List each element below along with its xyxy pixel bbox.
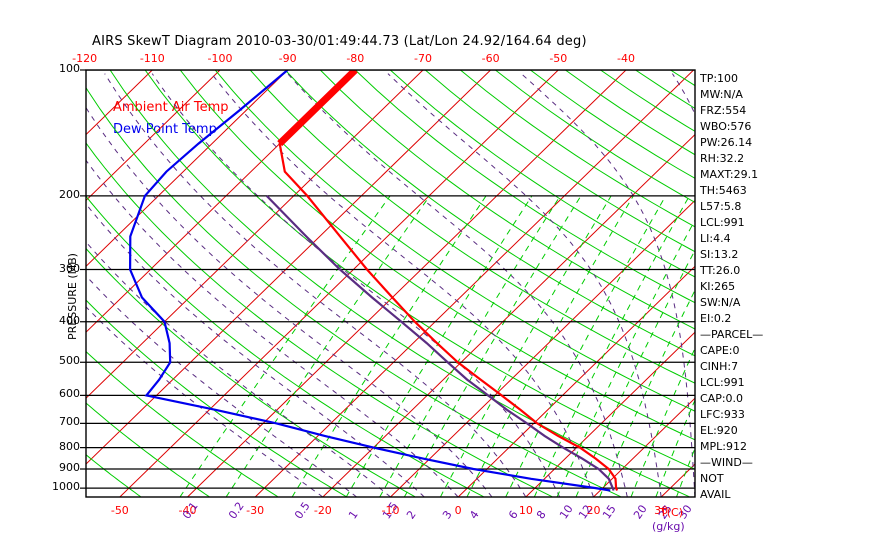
bottom-temp-tick-30: 30 [654, 504, 669, 517]
parameter-17: CAPE:0 [700, 344, 740, 357]
legend-dew-point-temp: Dew Point Temp [113, 122, 217, 137]
parameter-11: SI:13.2 [700, 248, 739, 261]
bottom-temp-tick--40: -40 [178, 504, 197, 517]
parameter-5: RH:32.2 [700, 152, 745, 165]
parameter-13: KI:265 [700, 280, 736, 293]
top-temp-tick--90: -90 [278, 52, 297, 65]
top-temp-tick--70: -70 [413, 52, 432, 65]
legend-ambient-air-temp: Ambient Air Temp [113, 100, 229, 115]
top-temp-tick--80: -80 [346, 52, 365, 65]
top-temp-tick--120: -120 [72, 52, 98, 65]
parameter-18: CINH:7 [700, 360, 739, 373]
pressure-tick-1000: 1000 [52, 480, 80, 494]
top-temp-tick--100: -100 [207, 52, 233, 65]
parameter-14: SW:N/A [700, 296, 741, 309]
parameter-9: LCL:991 [700, 216, 745, 229]
top-temp-tick--110: -110 [139, 52, 165, 65]
bottom-temp-tick--10: -10 [381, 504, 400, 517]
parameter-8: L57:5.8 [700, 200, 742, 213]
bottom-temp-tick-20: 20 [586, 504, 601, 517]
top-temp-tick--40: -40 [616, 52, 635, 65]
parameter-23: MPL:912 [700, 440, 747, 453]
parameter-26: AVAIL [700, 488, 731, 501]
bottom-temp-tick--50: -50 [110, 504, 129, 517]
bottom-temp-tick--30: -30 [246, 504, 265, 517]
bottom-temperature-axis-label: T(C) [660, 506, 683, 519]
parameter-2: FRZ:554 [700, 104, 747, 117]
bottom-temp-tick--20: -20 [313, 504, 332, 517]
mixing-ratio-axis-label: (g/kg) [652, 520, 685, 533]
parameter-0: TP:100 [700, 72, 739, 85]
pressure-tick-800: 800 [59, 439, 80, 453]
pressure-tick-600: 600 [59, 387, 80, 401]
parameter-3: WBO:576 [700, 120, 752, 133]
bottom-temp-tick-0: 0 [454, 504, 462, 517]
top-temp-tick--50: -50 [549, 52, 568, 65]
parameter-1: MW:N/A [700, 88, 743, 101]
parameter-15: EI:0.2 [700, 312, 732, 325]
parameter-12: TT:26.0 [700, 264, 741, 277]
parameter-6: MAXT:29.1 [700, 168, 759, 181]
bottom-temp-tick-10: 10 [518, 504, 533, 517]
pressure-tick-500: 500 [59, 354, 80, 368]
parameter-21: LFC:933 [700, 408, 745, 421]
parameter-20: CAP:0.0 [700, 392, 744, 405]
page-title: AIRS SkewT Diagram 2010-03-30/01:49:44.7… [92, 34, 587, 49]
parameter-10: LI:4.4 [700, 232, 731, 245]
pressure-tick-100: 100 [59, 62, 80, 75]
parameter-16: —PARCEL— [700, 328, 764, 341]
pressure-tick-400: 400 [59, 313, 80, 327]
parameter-22: EL:920 [700, 424, 738, 437]
parameter-19: LCL:991 [700, 376, 745, 389]
pressure-tick-300: 300 [59, 261, 80, 275]
parameter-25: NOT [700, 472, 724, 485]
parameter-7: TH:5463 [700, 184, 747, 197]
top-temp-tick--60: -60 [481, 52, 500, 65]
pressure-tick-900: 900 [59, 461, 80, 474]
parameter-4: PW:26.14 [700, 136, 753, 149]
pressure-tick-700: 700 [59, 415, 80, 429]
pressure-tick-200: 200 [59, 187, 80, 201]
parameter-24: —WIND— [700, 456, 753, 469]
